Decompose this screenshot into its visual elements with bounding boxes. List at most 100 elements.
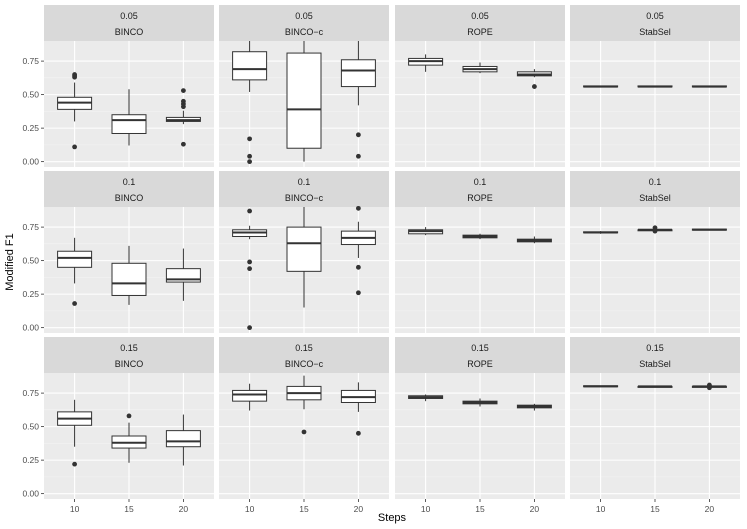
ytick-label-r1-0: 0.00 bbox=[22, 323, 39, 333]
strip-method-label-r0-binco: BINCO bbox=[115, 27, 144, 37]
strip-row-label-r1-binco-c: 0.1 bbox=[298, 177, 311, 187]
outlier-r0-binco-x20-3 bbox=[181, 98, 186, 104]
ytick-label-r1-1: 0.25 bbox=[22, 289, 39, 299]
xtick-label-rope-2: 20 bbox=[530, 504, 540, 514]
strip-r1-rope bbox=[395, 171, 565, 207]
box-r2-binco-c-x10 bbox=[232, 389, 268, 402]
strip-method-label-r2-stabsel: StabSel bbox=[639, 359, 671, 369]
outlier-r0-rope-x20-0 bbox=[532, 84, 537, 89]
y-axis-title: Modified F1 bbox=[4, 233, 16, 290]
outlier-r2-stabsel-x20-1 bbox=[707, 382, 712, 388]
outlier-r2-binco-x10-0 bbox=[72, 461, 77, 467]
outlier-r0-binco-x20-4 bbox=[181, 88, 186, 93]
strip-r0-rope bbox=[395, 5, 565, 41]
ytick-label-r0-3: 0.75 bbox=[22, 56, 39, 66]
outlier-r0-binco-x10-3 bbox=[72, 72, 77, 77]
xtick-label-stabsel-0: 10 bbox=[596, 504, 606, 514]
strip-r1-binco-c bbox=[219, 171, 389, 207]
x-axis-title: Steps bbox=[378, 512, 407, 524]
ytick-label-r1-2: 0.50 bbox=[22, 256, 39, 266]
strip-row-label-r2-binco-c: 0.15 bbox=[295, 343, 313, 353]
panel-r1-rope: 0.1 ROPE bbox=[395, 171, 565, 333]
outlier-r0-binco-c-x20-0 bbox=[356, 153, 361, 159]
strip-method-label-r1-rope: ROPE bbox=[467, 193, 493, 203]
outlier-r2-binco-x15-0 bbox=[126, 413, 132, 419]
xtick-label-binco-c-0: 10 bbox=[245, 504, 255, 514]
ytick-label-r2-3: 0.75 bbox=[22, 388, 39, 398]
strip-method-label-r2-binco-c: BINCO−c bbox=[285, 359, 324, 369]
outlier-r0-binco-x10-0 bbox=[72, 144, 77, 150]
panel-r2-binco-c: 0.15 BINCO−c bbox=[219, 337, 389, 499]
strip-r2-rope bbox=[395, 337, 565, 373]
panel-r2-stabsel: 0.15 StabSel bbox=[570, 337, 740, 499]
strip-row-label-r1-stabsel: 0.1 bbox=[649, 177, 662, 187]
strip-row-label-r2-stabsel: 0.15 bbox=[646, 343, 664, 353]
outlier-r1-binco-c-x10-1 bbox=[247, 266, 253, 272]
panel-r2-binco: 0.15 BINCO bbox=[44, 337, 214, 499]
xtick-label-binco-1: 15 bbox=[124, 504, 134, 514]
axes-layer: 0.00 0.25 0.50 0.75 0.00 0.25 0.50 0.75 0.00 0.25… bbox=[22, 56, 714, 514]
strip-r2-binco bbox=[44, 337, 214, 373]
ytick-label-r1-3: 0.75 bbox=[22, 222, 39, 232]
xtick-label-rope-1: 15 bbox=[475, 504, 485, 514]
ytick-label-r2-0: 0.00 bbox=[22, 489, 39, 499]
strip-method-label-r0-rope: ROPE bbox=[467, 27, 493, 37]
outlier-r1-stabsel-x15-0 bbox=[652, 228, 658, 234]
panel-r0-binco: 0.05 BINCO bbox=[44, 5, 214, 167]
outlier-r1-binco-x10-0 bbox=[72, 301, 77, 306]
strip-r2-binco-c bbox=[219, 337, 389, 373]
outlier-r2-binco-c-x20-0 bbox=[356, 430, 361, 436]
strip-row-label-r0-rope: 0.05 bbox=[471, 11, 489, 21]
strip-r0-binco-c bbox=[219, 5, 389, 41]
box-r1-binco-c-x15 bbox=[286, 226, 322, 272]
box-r0-binco-c-x20 bbox=[340, 59, 376, 88]
strip-row-label-r0-binco: 0.05 bbox=[120, 11, 138, 21]
ytick-label-r0-0: 0.00 bbox=[22, 157, 39, 167]
panels-layer: 0.05BINCO0.05BINCO−c0.05ROPE0.05StabSel0… bbox=[44, 5, 740, 499]
outlier-r0-binco-c-x20-1 bbox=[356, 132, 361, 138]
strip-method-label-r2-rope: ROPE bbox=[467, 359, 493, 369]
outlier-r2-binco-c-x15-0 bbox=[301, 429, 307, 435]
ytick-label-r2-2: 0.50 bbox=[22, 422, 39, 432]
strip-r0-binco bbox=[44, 5, 214, 41]
box-r0-binco-c-x10 bbox=[232, 51, 268, 81]
outlier-r0-binco-c-x10-2 bbox=[247, 136, 253, 142]
panel-r0-binco-c: 0.05 BINCO−c bbox=[219, 5, 389, 167]
ytick-label-r0-1: 0.25 bbox=[22, 123, 39, 133]
box-r2-binco-x20 bbox=[165, 430, 201, 448]
outlier-r0-binco-c-x10-1 bbox=[247, 153, 253, 159]
outlier-r1-binco-c-x20-1 bbox=[356, 264, 361, 270]
outlier-r1-stabsel-x15-1 bbox=[652, 225, 658, 231]
box-r0-binco-x15 bbox=[111, 114, 147, 134]
strip-r2-stabsel bbox=[570, 337, 740, 373]
outlier-r1-binco-c-x10-2 bbox=[247, 259, 253, 265]
ytick-label-r2-1: 0.25 bbox=[22, 455, 39, 465]
strip-method-label-r1-stabsel: StabSel bbox=[639, 193, 671, 203]
strip-method-label-r0-binco-c: BINCO−c bbox=[285, 27, 324, 37]
outlier-r1-binco-c-x10-0 bbox=[247, 325, 253, 331]
xtick-label-binco-2: 20 bbox=[179, 504, 189, 514]
xtick-label-binco-0: 10 bbox=[70, 504, 80, 514]
outlier-r1-binco-c-x20-0 bbox=[356, 290, 361, 296]
outlier-r0-binco-x20-0 bbox=[181, 141, 186, 147]
strip-r0-stabsel bbox=[570, 5, 740, 41]
xtick-label-rope-0: 10 bbox=[421, 504, 431, 514]
panel-r1-stabsel: 0.1 StabSel bbox=[570, 171, 740, 333]
panel-r0-stabsel: 0.05 StabSel bbox=[570, 5, 740, 167]
strip-row-label-r0-stabsel: 0.05 bbox=[646, 11, 664, 21]
xtick-label-binco-c-2: 20 bbox=[354, 504, 364, 514]
ytick-label-r0-2: 0.50 bbox=[22, 90, 39, 100]
strip-method-label-r1-binco-c: BINCO−c bbox=[285, 193, 324, 203]
xtick-label-stabsel-1: 15 bbox=[650, 504, 660, 514]
xtick-label-binco-c-1: 15 bbox=[299, 504, 309, 514]
strip-row-label-r2-binco: 0.15 bbox=[120, 343, 138, 353]
strip-row-label-r2-rope: 0.15 bbox=[471, 343, 489, 353]
strip-row-label-r1-rope: 0.1 bbox=[474, 177, 487, 187]
strip-method-label-r0-stabsel: StabSel bbox=[639, 27, 671, 37]
strip-r1-stabsel bbox=[570, 171, 740, 207]
outlier-r0-binco-c-x10-0 bbox=[247, 159, 253, 165]
strip-r1-binco bbox=[44, 171, 214, 207]
panel-r1-binco-c: 0.1 BINCO−c bbox=[219, 171, 389, 333]
outlier-r1-binco-c-x10-3 bbox=[247, 208, 253, 214]
